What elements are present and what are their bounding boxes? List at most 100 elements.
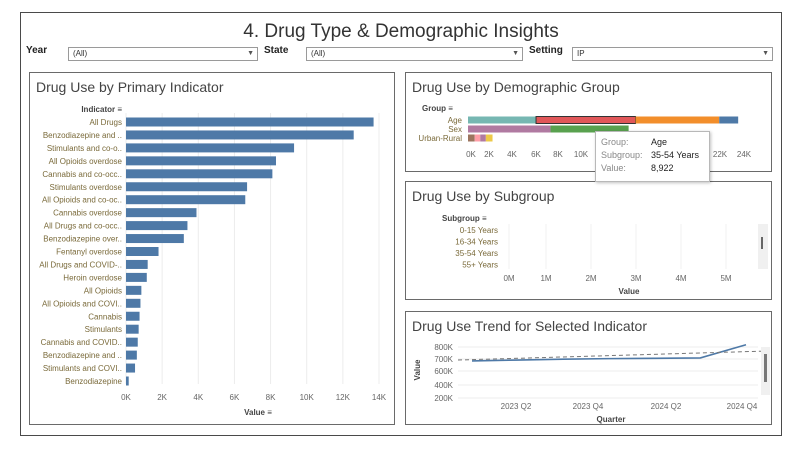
y-tick-label: 200K	[434, 394, 453, 403]
category-label: Stimulants	[85, 325, 122, 334]
category-label: Fentanyl overdose	[56, 248, 122, 257]
stacked-segment[interactable]	[719, 116, 739, 124]
hover-tooltip: Group: Age Subgroup: 35-54 Years Value: 8,9…	[595, 131, 710, 182]
category-label: 35-54 Years	[455, 249, 498, 258]
stacked-segment[interactable]	[474, 134, 481, 142]
stacked-segment[interactable]	[635, 116, 720, 124]
category-label: Benzodiazepine and ..	[43, 351, 122, 360]
bar[interactable]	[126, 195, 246, 205]
category-label: Stimulants and COVI..	[43, 364, 122, 373]
category-header: Group ≡	[422, 104, 453, 113]
stacked-segment[interactable]	[468, 125, 551, 133]
tooltip-value-key: Value:	[601, 163, 626, 173]
bar[interactable]	[126, 285, 142, 295]
chevron-down-icon: ▼	[512, 50, 519, 57]
stacked-segment[interactable]	[535, 116, 637, 124]
category-label: Stimulants and co-o..	[47, 144, 122, 153]
stacked-segment[interactable]	[468, 116, 537, 124]
x-tick-label: 0K	[466, 150, 476, 159]
stacked-segment[interactable]	[468, 134, 475, 142]
bar[interactable]	[126, 208, 197, 218]
bar[interactable]	[126, 247, 159, 256]
primary-indicator-panel: Drug Use by Primary Indicator 0K 2K 4K 6K 8K…	[29, 72, 395, 425]
chevron-down-icon: ▼	[247, 50, 254, 57]
trend-panel: Drug Use Trend for Selected Indicator 80…	[405, 311, 772, 425]
y-tick-label: 800K	[434, 343, 453, 352]
x-tick-label: 5M	[720, 274, 731, 283]
x-tick-label: 4K	[193, 393, 203, 402]
x-tick-label: 4M	[675, 274, 686, 283]
bar[interactable]	[126, 169, 273, 179]
trend-title: Drug Use Trend for Selected Indicator	[412, 318, 648, 334]
category-label: All Drugs and co-occ..	[44, 222, 122, 231]
y-axis-title: Value	[413, 359, 422, 380]
category-label: All Drugs	[90, 118, 122, 127]
bar[interactable]	[126, 143, 295, 153]
category-label: Cannabis	[88, 312, 122, 321]
bar[interactable]	[126, 376, 129, 386]
category-label: Sex	[448, 125, 462, 134]
subgroup-chart: Subgroup ≡ 0-15 Years 16-34 Years 35-54 Yea…	[442, 214, 768, 296]
bar[interactable]	[126, 234, 184, 244]
category-label: 16-34 Years	[455, 238, 498, 247]
y-tick-label: 600K	[434, 367, 453, 376]
tooltip-group-key: Group:	[601, 137, 629, 147]
x-tick-label: 8K	[553, 150, 563, 159]
x-axis-title: Value ≡	[244, 408, 272, 417]
scrollbar-thumb[interactable]	[761, 237, 763, 249]
stacked-segment[interactable]	[480, 134, 486, 142]
bar[interactable]	[126, 337, 138, 347]
x-tick-label: 2023 Q4	[573, 402, 604, 411]
category-label: All Opioids and COVI..	[42, 299, 122, 308]
category-label: Cannabis overdose	[53, 209, 122, 218]
bar[interactable]	[126, 259, 148, 269]
year-filter-dropdown[interactable]: (All) ▼	[68, 47, 258, 61]
stacked-segment[interactable]	[485, 134, 493, 142]
x-tick-label: 2K	[484, 150, 494, 159]
x-tick-label: 2024 Q4	[727, 402, 758, 411]
setting-filter-dropdown[interactable]: IP ▼	[572, 47, 773, 61]
subgroup-title: Drug Use by Subgroup	[412, 188, 555, 204]
trend-chart: 800K 700K 600K 400K 200K Value 2023 Q2 2023 Q4 2…	[413, 343, 770, 424]
stacked-segment[interactable]	[550, 125, 629, 133]
bar[interactable]	[126, 272, 147, 282]
bar[interactable]	[126, 156, 276, 166]
category-label: All Opioids overdose	[49, 157, 123, 166]
x-tick-label: 2M	[585, 274, 596, 283]
bar[interactable]	[126, 363, 136, 373]
x-tick-label: 12K	[336, 393, 351, 402]
subgroup-panel: Drug Use by Subgroup Subgroup ≡ 0-15 Year…	[405, 181, 772, 300]
tooltip-value-value: 8,922	[651, 163, 674, 173]
x-tick-label: 2023 Q2	[501, 402, 532, 411]
bar[interactable]	[126, 117, 374, 127]
bar[interactable]	[126, 324, 139, 334]
category-label: Urban-Rural	[418, 134, 462, 143]
bar[interactable]	[126, 350, 137, 360]
category-label: 55+ Years	[462, 261, 498, 270]
x-tick-label: 1M	[540, 274, 551, 283]
x-tick-label: 8K	[266, 393, 276, 402]
demographic-panel: Drug Use by Demographic Group Group ≡ Age…	[405, 72, 772, 172]
category-label: Cannabis and co-occ..	[42, 170, 122, 179]
x-tick-label: 2K	[157, 393, 167, 402]
y-tick-label: 400K	[434, 381, 453, 390]
state-filter-label: State	[264, 45, 289, 56]
scrollbar-thumb[interactable]	[764, 354, 767, 382]
x-tick-label: 10K	[574, 150, 589, 159]
x-tick-label: 0K	[121, 393, 131, 402]
bar[interactable]	[126, 298, 141, 308]
primary-indicator-chart: 0K 2K 4K 6K 8K 10K 12K 14K Indicator ≡ All Drugs B…	[39, 105, 386, 417]
bar[interactable]	[126, 130, 354, 140]
category-label: All Opioids	[84, 286, 122, 295]
category-label: Stimulants overdose	[50, 183, 123, 192]
tooltip-group-value: Age	[651, 137, 668, 147]
trend-series-line[interactable]	[471, 343, 747, 362]
state-filter-dropdown[interactable]: (All) ▼	[306, 47, 523, 61]
x-tick-label: 6K	[230, 393, 240, 402]
bar[interactable]	[126, 311, 140, 321]
bar[interactable]	[126, 221, 188, 231]
x-tick-label: 2024 Q2	[651, 402, 682, 411]
category-label: All Drugs and COVID-..	[39, 260, 122, 269]
bar[interactable]	[126, 182, 248, 192]
category-label: Age	[448, 116, 463, 125]
